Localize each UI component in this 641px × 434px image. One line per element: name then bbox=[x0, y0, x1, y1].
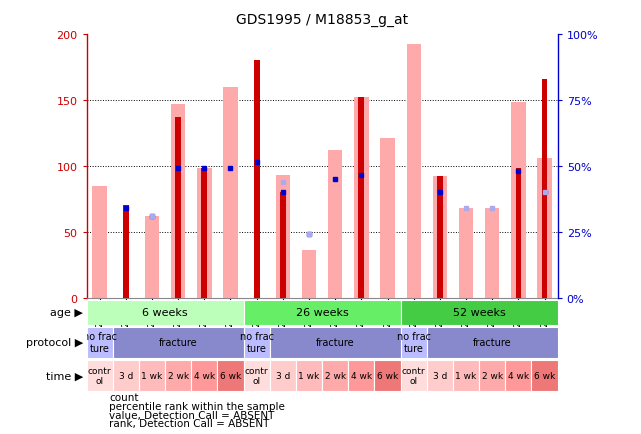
Bar bbox=[374, 360, 401, 391]
Bar bbox=[296, 360, 322, 391]
Bar bbox=[92, 186, 107, 298]
Bar bbox=[276, 176, 290, 298]
Text: 3 d: 3 d bbox=[119, 371, 133, 380]
Bar bbox=[453, 360, 479, 391]
Bar bbox=[358, 98, 364, 298]
Text: 4 wk: 4 wk bbox=[194, 371, 215, 380]
Bar bbox=[479, 360, 505, 391]
Bar bbox=[542, 79, 547, 298]
Text: 3 d: 3 d bbox=[433, 371, 447, 380]
Text: no frac
ture: no frac ture bbox=[397, 332, 431, 353]
Text: count: count bbox=[109, 392, 138, 402]
Bar bbox=[427, 360, 453, 391]
Bar bbox=[113, 360, 139, 391]
Bar bbox=[191, 360, 217, 391]
Text: contr
ol: contr ol bbox=[88, 366, 112, 385]
Bar bbox=[270, 327, 401, 358]
Text: 1 wk: 1 wk bbox=[299, 371, 320, 380]
Bar bbox=[87, 360, 113, 391]
Text: no frac
ture: no frac ture bbox=[83, 332, 117, 353]
Bar bbox=[537, 158, 552, 298]
Text: 6 wk: 6 wk bbox=[377, 371, 398, 380]
Text: 4 wk: 4 wk bbox=[351, 371, 372, 380]
Bar bbox=[512, 103, 526, 298]
Bar bbox=[244, 327, 270, 358]
Text: protocol ▶: protocol ▶ bbox=[26, 338, 83, 347]
Bar bbox=[459, 209, 473, 298]
Bar bbox=[531, 360, 558, 391]
Text: 2 wk: 2 wk bbox=[167, 371, 188, 380]
Text: 1 wk: 1 wk bbox=[456, 371, 477, 380]
Bar bbox=[171, 105, 185, 298]
Bar bbox=[485, 209, 499, 298]
Bar bbox=[380, 139, 395, 298]
Bar bbox=[401, 300, 558, 325]
Bar bbox=[223, 87, 238, 298]
Text: fracture: fracture bbox=[473, 338, 512, 347]
Bar bbox=[328, 151, 342, 298]
Text: percentile rank within the sample: percentile rank within the sample bbox=[109, 401, 285, 411]
Bar bbox=[280, 193, 286, 298]
Bar bbox=[401, 360, 427, 391]
Text: 6 weeks: 6 weeks bbox=[142, 308, 188, 317]
Text: no frac
ture: no frac ture bbox=[240, 332, 274, 353]
Bar bbox=[145, 217, 159, 298]
Bar bbox=[244, 300, 401, 325]
Text: rank, Detection Call = ABSENT: rank, Detection Call = ABSENT bbox=[109, 418, 269, 428]
Bar bbox=[175, 118, 181, 298]
Bar bbox=[217, 360, 244, 391]
Bar bbox=[427, 327, 558, 358]
Text: 6 wk: 6 wk bbox=[220, 371, 241, 380]
Text: 2 wk: 2 wk bbox=[481, 371, 503, 380]
Bar bbox=[197, 169, 212, 298]
Text: fracture: fracture bbox=[159, 338, 197, 347]
Bar bbox=[406, 45, 421, 298]
Bar bbox=[201, 169, 207, 298]
Text: contr
ol: contr ol bbox=[402, 366, 426, 385]
Text: 1 wk: 1 wk bbox=[142, 371, 163, 380]
Bar bbox=[244, 360, 270, 391]
Bar bbox=[515, 169, 521, 298]
Bar bbox=[113, 327, 244, 358]
Text: age ▶: age ▶ bbox=[51, 308, 83, 317]
Bar bbox=[322, 360, 348, 391]
Bar bbox=[302, 251, 316, 298]
Text: contr
ol: contr ol bbox=[245, 366, 269, 385]
Text: fracture: fracture bbox=[316, 338, 354, 347]
Bar bbox=[254, 61, 260, 298]
Bar bbox=[433, 177, 447, 298]
Bar bbox=[87, 327, 113, 358]
Text: GDS1995 / M18853_g_at: GDS1995 / M18853_g_at bbox=[236, 13, 408, 27]
Bar bbox=[437, 177, 443, 298]
Text: 52 weeks: 52 weeks bbox=[453, 308, 506, 317]
Text: value, Detection Call = ABSENT: value, Detection Call = ABSENT bbox=[109, 410, 274, 420]
Bar bbox=[354, 98, 369, 298]
Text: time ▶: time ▶ bbox=[46, 371, 83, 380]
Text: 6 wk: 6 wk bbox=[534, 371, 555, 380]
Bar bbox=[505, 360, 531, 391]
Bar bbox=[165, 360, 191, 391]
Bar bbox=[87, 300, 244, 325]
Bar bbox=[139, 360, 165, 391]
Bar bbox=[348, 360, 374, 391]
Text: 26 weeks: 26 weeks bbox=[296, 308, 349, 317]
Bar bbox=[270, 360, 296, 391]
Bar bbox=[123, 206, 129, 298]
Text: 3 d: 3 d bbox=[276, 371, 290, 380]
Text: 2 wk: 2 wk bbox=[324, 371, 345, 380]
Text: 4 wk: 4 wk bbox=[508, 371, 529, 380]
Bar bbox=[401, 327, 427, 358]
